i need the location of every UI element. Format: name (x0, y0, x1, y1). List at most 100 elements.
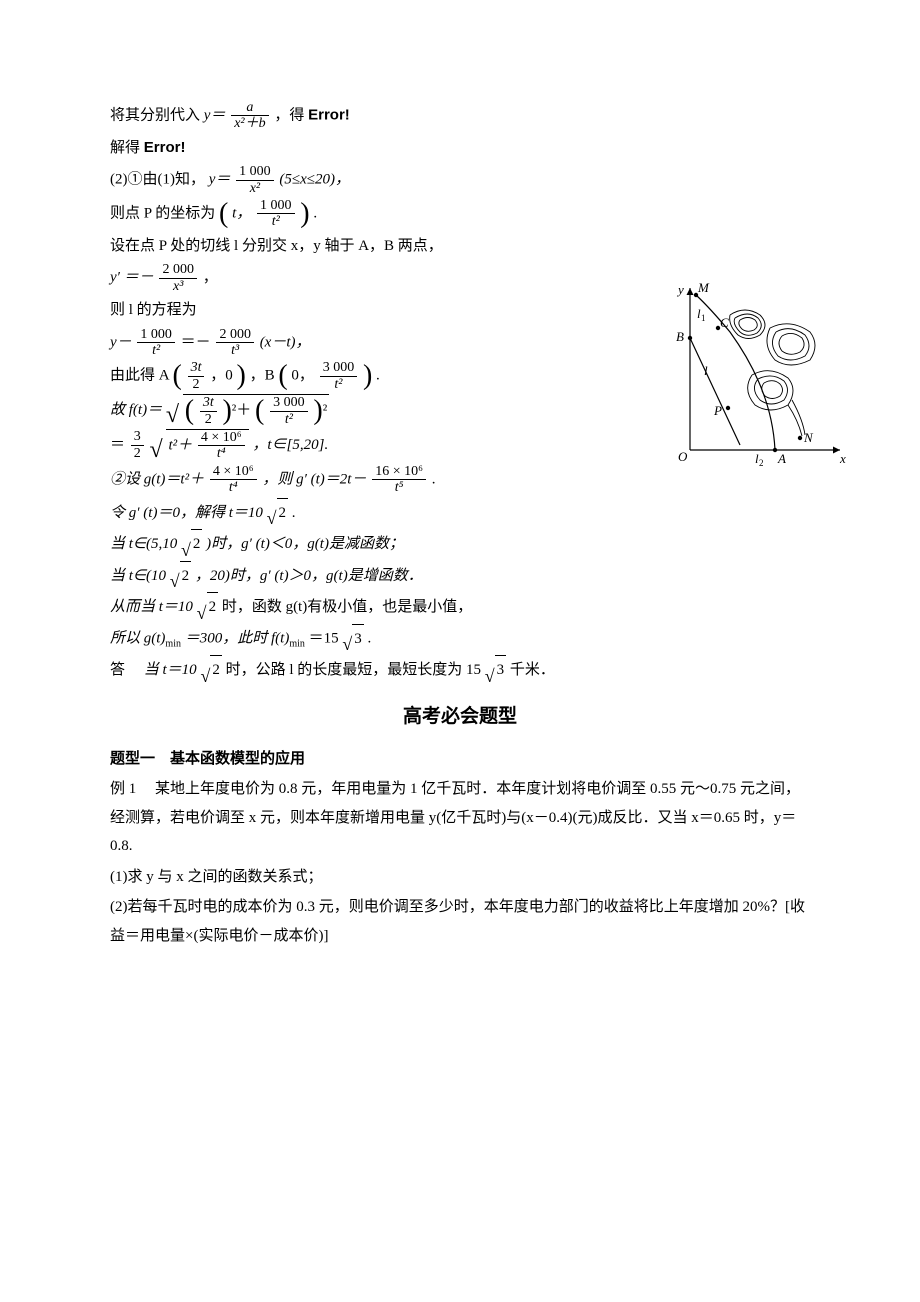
text: (5≤x≤20)， (279, 172, 350, 188)
paren-open: ( (278, 360, 287, 391)
answer-label: 答 (110, 662, 125, 678)
question-2: (2)若每千瓦时电的成本价为 0.3 元，则电价调至多少时，本年度电力部门的收益… (110, 893, 810, 950)
denominator: x²＋b (231, 115, 268, 131)
text: . (368, 630, 372, 646)
fraction: 3t 2 (188, 360, 205, 392)
sqrt-icon: √ (166, 403, 179, 427)
svg-text:C: C (720, 315, 729, 330)
text: 千米． (510, 662, 555, 678)
text: 所以 g(t) (110, 630, 165, 646)
denominator: t⁴ (210, 479, 257, 495)
text: 由此得 A (110, 368, 169, 384)
text: 从而当 t＝10 (110, 599, 193, 615)
text: t²＋ (168, 437, 192, 453)
text: 时，函数 g(t)有极小值，也是最小值， (222, 599, 472, 615)
text: ，得 (274, 107, 304, 123)
numerator: 4 × 10⁶ (210, 464, 257, 479)
sqrt-icon: √ (485, 667, 495, 685)
para-3: (2)①由(1)知， y＝ 1 000 x² (5≤x≤20)， (110, 164, 810, 196)
fraction: 1 000 t² (257, 198, 295, 230)
fraction: 2 000 x³ (159, 262, 197, 294)
para-5: 设在点 P 处的切线 l 分别交 x，y 轴于 A，B 两点， (110, 232, 810, 261)
text: ＝300，此时 f(t) (185, 630, 290, 646)
para-2: 解得 Error! (110, 134, 810, 163)
sqrt-body: 2 (277, 498, 289, 528)
numerator: 4 × 10⁶ (198, 430, 245, 445)
numerator: 16 × 10⁶ (372, 464, 426, 479)
section-title: 高考必会题型 (110, 699, 810, 735)
text: . (292, 505, 296, 521)
document-body: M l1 B C l P N O l2 A x y 将其分别代入 y＝ a x²… (110, 100, 810, 950)
denominator: t² (137, 342, 175, 358)
text: ＝－ (181, 334, 211, 350)
text: 令 g′ (t)＝0，解得 t＝10 (110, 505, 263, 521)
text: ² (323, 403, 328, 419)
text: y＝ (204, 107, 226, 123)
para-17: 所以 g(t)min ＝300，此时 f(t)min ＝15 √3 . (110, 624, 810, 654)
sqrt-icon: √ (342, 635, 352, 653)
denominator: t³ (216, 342, 254, 358)
sqrt-body: t²＋ 4 × 10⁶t⁴ (166, 429, 248, 462)
error-text: Error! (308, 106, 350, 123)
svg-text:O: O (678, 449, 688, 464)
para-1: 将其分别代入 y＝ a x²＋b ，得 Error! (110, 100, 810, 132)
subscript: min (289, 638, 305, 649)
error-text: Error! (144, 139, 186, 156)
fraction: a x²＋b (231, 100, 268, 132)
text: 时，公路 l 的长度最短，最短长度为 15 (226, 662, 481, 678)
sqrt-body: 2 (180, 561, 192, 591)
denominator: t⁴ (198, 445, 245, 461)
svg-text:x: x (839, 451, 846, 466)
subscript: min (165, 638, 181, 649)
sqrt-body: 3 (352, 624, 364, 654)
fraction: 4 × 10⁶ t⁴ (210, 464, 257, 496)
text: ，0 (210, 368, 233, 384)
text: ，则 g′ (t)＝2t－ (262, 471, 366, 487)
text: 将其分别代入 (110, 107, 204, 123)
svg-text:l: l (704, 363, 708, 378)
sqrt-icon: √ (200, 667, 210, 685)
text: . (376, 368, 380, 384)
svg-text:A: A (777, 451, 786, 466)
svg-text:y: y (676, 282, 684, 297)
svg-text:2: 2 (759, 458, 764, 468)
text: ，20)时，g′ (t)＞0，g(t)是增函数． (195, 568, 423, 584)
denominator: t² (257, 213, 295, 229)
text: ， (203, 270, 218, 286)
example-1: 例 1 某地上年度电价为 0.8 元，年用电量为 1 亿千瓦时．本年度计划将电价… (110, 775, 810, 861)
denominator: t² (270, 411, 308, 427)
text: ，B (250, 368, 275, 384)
svg-text:B: B (676, 329, 684, 344)
numerator: 3 000 (320, 360, 358, 375)
sqrt-expr: √ t²＋ 4 × 10⁶t⁴ (150, 429, 249, 462)
denominator: 2 (131, 445, 144, 461)
numerator: 3t (188, 360, 205, 375)
text: y′ ＝－ (110, 270, 154, 286)
para-15: 当 t∈(10 √2 ，20)时，g′ (t)＞0，g(t)是增函数． (110, 561, 810, 591)
text: ＝15 (309, 630, 339, 646)
sqrt-body: ( 3t2 )²＋ ( 3 000t² )² (183, 394, 329, 427)
paren-close: ) (237, 360, 246, 391)
text: 解得 (110, 140, 140, 156)
denominator: x³ (159, 278, 197, 294)
svg-text:1: 1 (701, 313, 706, 323)
text: (x－t)， (260, 334, 311, 350)
denominator: 2 (200, 411, 217, 427)
para-13: 令 g′ (t)＝0，解得 t＝10 √2 . (110, 498, 810, 528)
text: t， (232, 205, 251, 221)
denominator: t⁵ (372, 479, 426, 495)
para-14: 当 t∈(5,10 √2 )时，g′ (t)＜0，g(t)是减函数； (110, 529, 810, 559)
sqrt-icon: √ (150, 438, 163, 462)
text: 故 f(t)＝ (110, 402, 162, 418)
text: 设在点 P 处的切线 l 分别交 x，y 轴于 A，B 两点， (110, 238, 443, 254)
svg-text:N: N (803, 430, 814, 445)
para-18-answer: 答 当 t＝10 √2 时，公路 l 的长度最短，最短长度为 15 √3 千米． (110, 655, 810, 685)
paren-open: ( (173, 360, 182, 391)
sqrt-icon: √ (197, 604, 207, 622)
example-label: 例 1 (110, 781, 136, 797)
numerator: 2 000 (216, 327, 254, 342)
denominator: t² (320, 376, 358, 392)
paren-close: ) (363, 360, 372, 391)
text: (2)①由(1)知， (110, 172, 205, 188)
denominator: 2 (188, 376, 205, 392)
